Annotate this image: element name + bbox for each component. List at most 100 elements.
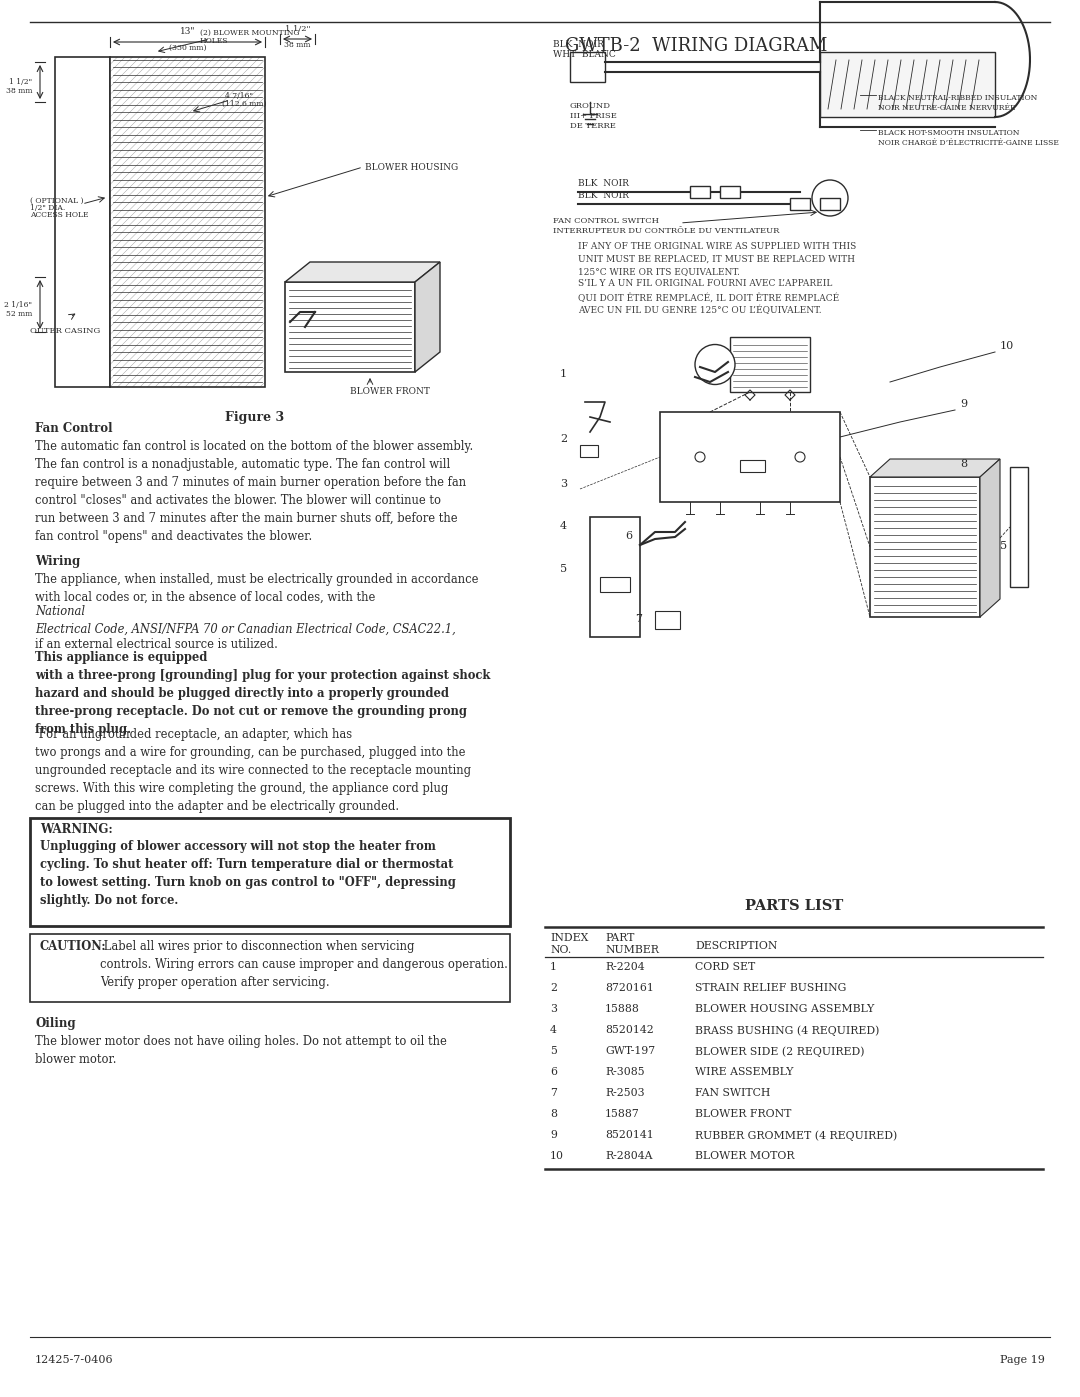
Bar	[740, 460, 765, 472]
Text: CORD SET: CORD SET	[696, 963, 755, 972]
Text: 1: 1	[561, 369, 567, 379]
Bar	[789, 198, 810, 210]
Text: 8520142: 8520142	[605, 1025, 653, 1035]
Text: BLOWER HOUSING: BLOWER HOUSING	[365, 162, 458, 172]
Text: 7: 7	[550, 1088, 557, 1098]
Bar	[580, 446, 598, 457]
Text: 5: 5	[561, 564, 567, 574]
Text: 2 1/16": 2 1/16"	[4, 300, 32, 309]
Bar	[1010, 467, 1028, 587]
Text: 8520141: 8520141	[605, 1130, 653, 1140]
Text: Oiling: Oiling	[35, 1017, 76, 1030]
Text: 1 1/2": 1 1/2"	[285, 25, 310, 34]
Text: Wiring: Wiring	[35, 555, 80, 569]
Text: 8: 8	[960, 460, 967, 469]
Text: 8: 8	[550, 1109, 557, 1119]
Text: 38 mm: 38 mm	[5, 87, 32, 95]
Text: National
Electrical Code, ANSI/NFPA 70 or Canadian Electrical Code, CSAC22.1,: National Electrical Code, ANSI/NFPA 70 o…	[35, 605, 456, 636]
Text: GWTB-2  WIRING DIAGRAM: GWTB-2 WIRING DIAGRAM	[565, 36, 827, 54]
Text: 12425-7-0406: 12425-7-0406	[35, 1355, 113, 1365]
Text: 2: 2	[561, 434, 567, 444]
Text: R-2503: R-2503	[605, 1088, 645, 1098]
Text: PART
NUMBER: PART NUMBER	[605, 933, 659, 956]
Text: IF ANY OF THE ORIGINAL WIRE AS SUPPLIED WITH THIS
UNIT MUST BE REPLACED, IT MUST: IF ANY OF THE ORIGINAL WIRE AS SUPPLIED …	[578, 242, 856, 316]
Text: DESCRIPTION: DESCRIPTION	[696, 942, 778, 951]
Text: WHT  BLANC: WHT BLANC	[553, 50, 616, 59]
Bar	[30, 935, 510, 1002]
Bar	[55, 57, 110, 387]
Text: BLOWER SIDE (2 REQUIRED): BLOWER SIDE (2 REQUIRED)	[696, 1046, 864, 1056]
Text: BLACK NEUTRAL-RIBBED INSULATION
NOIR NEUTRE-GAINE NERVURÉE: BLACK NEUTRAL-RIBBED INSULATION NOIR NEU…	[878, 94, 1038, 112]
Text: HOLES: HOLES	[200, 36, 229, 45]
Bar	[690, 186, 710, 198]
Text: (2) BLOWER MOUNTING: (2) BLOWER MOUNTING	[200, 29, 299, 36]
Text: (330 mm): (330 mm)	[168, 43, 206, 52]
Text: 4: 4	[561, 521, 567, 531]
Circle shape	[696, 453, 705, 462]
Text: 7: 7	[635, 615, 642, 624]
Text: 5: 5	[1000, 541, 1008, 550]
Text: BLOWER HOUSING ASSEMBLY: BLOWER HOUSING ASSEMBLY	[696, 1004, 874, 1014]
Text: BLOWER FRONT: BLOWER FRONT	[696, 1109, 792, 1119]
Text: 38 mm: 38 mm	[284, 41, 311, 49]
Text: (112.6 mm): (112.6 mm)	[222, 101, 267, 108]
Text: 1: 1	[550, 963, 557, 972]
Circle shape	[696, 345, 735, 384]
Polygon shape	[285, 263, 440, 282]
Text: ( OPTIONAL ): ( OPTIONAL )	[30, 197, 83, 205]
Bar	[660, 412, 840, 502]
Text: Figure 3: Figure 3	[226, 411, 284, 425]
Text: Page 19: Page 19	[1000, 1355, 1045, 1365]
Text: 9: 9	[960, 400, 967, 409]
Text: 15887: 15887	[605, 1109, 639, 1119]
Text: WARNING:: WARNING:	[40, 823, 112, 835]
Text: R-3085: R-3085	[605, 1067, 645, 1077]
Text: 13": 13"	[179, 27, 195, 36]
Text: The automatic fan control is located on the bottom of the blower assembly.
The f: The automatic fan control is located on …	[35, 440, 473, 543]
Bar	[820, 52, 995, 117]
Text: 4: 4	[550, 1025, 557, 1035]
Text: BLACK HOT-SMOOTH INSULATION
NOIR CHARGÉ D’ÉLECTRICITÉ-GAINE LISSE: BLACK HOT-SMOOTH INSULATION NOIR CHARGÉ …	[878, 129, 1058, 147]
Text: OUTER CASING: OUTER CASING	[30, 327, 100, 335]
Circle shape	[795, 453, 805, 462]
Bar	[570, 52, 605, 82]
Text: BLOWER MOTOR: BLOWER MOTOR	[696, 1151, 795, 1161]
Text: 52 mm: 52 mm	[5, 310, 32, 317]
Bar	[110, 57, 265, 387]
Text: Fan Control: Fan Control	[35, 422, 112, 434]
Text: The appliance, when installed, must be electrically grounded in accordance
with : The appliance, when installed, must be e…	[35, 573, 478, 604]
Bar	[720, 186, 740, 198]
Text: 6: 6	[550, 1067, 557, 1077]
Text: WIRE ASSEMBLY: WIRE ASSEMBLY	[696, 1067, 794, 1077]
Polygon shape	[870, 460, 1000, 476]
Text: 3: 3	[561, 479, 567, 489]
Text: BRASS BUSHING (4 REQUIRED): BRASS BUSHING (4 REQUIRED)	[696, 1025, 879, 1035]
Text: 5: 5	[550, 1046, 557, 1056]
Bar	[285, 282, 415, 372]
Text: 1/2" DIA.: 1/2" DIA.	[30, 204, 65, 212]
Polygon shape	[415, 263, 440, 372]
Text: 10: 10	[1000, 341, 1014, 351]
Bar	[600, 577, 630, 592]
Text: 4 7/16": 4 7/16"	[225, 92, 253, 101]
Text: if an external electrical source is utilized.: if an external electrical source is util…	[35, 638, 282, 651]
Text: RUBBER GROMMET (4 REQUIRED): RUBBER GROMMET (4 REQUIRED)	[696, 1130, 897, 1140]
Text: STRAIN RELIEF BUSHING: STRAIN RELIEF BUSHING	[696, 983, 847, 993]
Text: 6: 6	[625, 531, 632, 541]
Bar	[870, 476, 980, 617]
Polygon shape	[980, 460, 1000, 617]
Text: BLK  NOIR: BLK NOIR	[578, 179, 629, 189]
Text: 8720161: 8720161	[605, 983, 653, 993]
Bar	[30, 819, 510, 926]
Text: ACCESS HOLE: ACCESS HOLE	[30, 211, 89, 219]
Text: The blower motor does not have oiling holes. Do not attempt to oil the
blower mo: The blower motor does not have oiling ho…	[35, 1035, 447, 1066]
Text: INDEX
NO.: INDEX NO.	[550, 933, 589, 956]
Text: GROUND
III+ PRISE
DE TERRE: GROUND III+ PRISE DE TERRE	[570, 102, 617, 130]
Bar	[820, 198, 840, 210]
Text: BLOWER FRONT: BLOWER FRONT	[350, 387, 430, 395]
Text: Label all wires prior to disconnection when servicing
controls. Wiring errors ca: Label all wires prior to disconnection w…	[100, 940, 508, 989]
Text: R-2804A: R-2804A	[605, 1151, 652, 1161]
Text: R-2204: R-2204	[605, 963, 645, 972]
Text: Unplugging of blower accessory will not stop the heater from
cycling. To shut he: Unplugging of blower accessory will not …	[40, 840, 456, 907]
Text: FAN CONTROL SWITCH
INTERRUPTEUR DU CONTRÔLE DU VENTILATEUR: FAN CONTROL SWITCH INTERRUPTEUR DU CONTR…	[553, 217, 780, 236]
